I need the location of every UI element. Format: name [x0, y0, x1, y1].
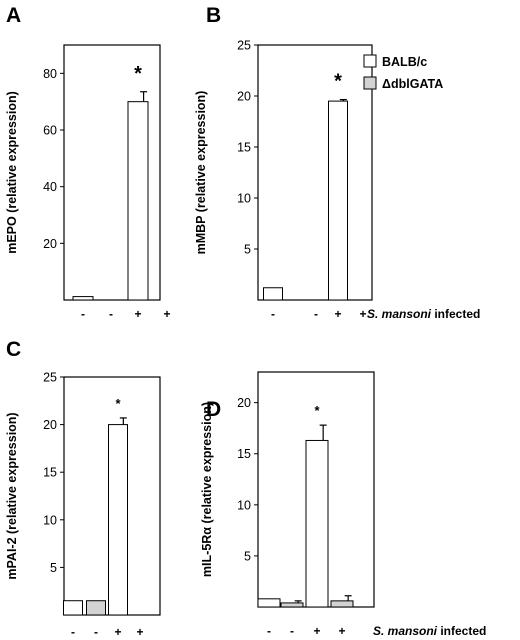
- y-tick-label: 20: [43, 237, 57, 251]
- y-tick-label: 60: [43, 124, 57, 138]
- category-label: +: [163, 307, 170, 321]
- y-tick-label: 20: [237, 396, 251, 410]
- y-axis-label: mPAI-2 (relative expression): [5, 412, 19, 579]
- plot-frame: [257, 44, 373, 301]
- infected-suffix: infected: [431, 307, 480, 321]
- y-tick-label: 25: [43, 371, 57, 385]
- y-axis-label: mMBP (relative expression): [194, 91, 208, 255]
- bar: [305, 439, 329, 608]
- y-tick-label: 25: [237, 39, 251, 53]
- bar: [263, 287, 283, 301]
- y-tick-label: 15: [237, 447, 251, 461]
- panel-a: A 20 40 60 80 mEPO (relative expression) * - - + +: [5, 4, 171, 321]
- category-label: +: [134, 307, 141, 321]
- significance-star: *: [314, 403, 320, 418]
- category-label: +: [338, 624, 345, 638]
- category-label: +: [359, 307, 366, 321]
- category-label: -: [271, 307, 275, 321]
- bar: [257, 598, 281, 608]
- bar: [108, 424, 128, 616]
- category-label: +: [136, 625, 143, 639]
- category-label: -: [81, 307, 85, 321]
- panel-b: B 5 10 15 20 25 mMBP (relative expression) * - - +…: [194, 4, 480, 321]
- y-tick-label: 80: [43, 67, 57, 81]
- panel-letter: C: [6, 338, 21, 361]
- y-tick-label: 5: [244, 243, 251, 257]
- panel-d: D 5 10 15 20 mIL-5Rα (relative expression) * - -…: [200, 371, 486, 638]
- y-tick-label: 10: [237, 498, 251, 512]
- infected-label: S. mansoni infected: [373, 624, 486, 638]
- y-tick-label: 10: [43, 513, 57, 527]
- bar: [280, 602, 304, 608]
- category-label: -: [109, 307, 113, 321]
- y-tick-label: 20: [237, 90, 251, 104]
- plot-frame: [63, 44, 161, 301]
- legend-label: ΔdblGATA: [382, 77, 443, 91]
- bar: [127, 101, 149, 301]
- legend-swatch: [363, 76, 377, 90]
- y-tick-label: 10: [237, 192, 251, 206]
- category-label: -: [267, 624, 271, 638]
- panel-letter: B: [206, 4, 221, 27]
- category-label: -: [71, 625, 75, 639]
- significance-star: *: [134, 63, 142, 85]
- y-tick-label: 5: [244, 549, 251, 563]
- infected-suffix: infected: [437, 624, 486, 638]
- y-axis-label: mIL-5Rα (relative expression): [200, 402, 214, 577]
- y-tick-label: 5: [50, 561, 57, 575]
- y-tick-label: 20: [43, 418, 57, 432]
- category-label: +: [114, 625, 121, 639]
- bar: [63, 600, 83, 616]
- panel-letter: A: [6, 4, 21, 27]
- category-label: -: [290, 624, 294, 638]
- bar: [330, 600, 354, 608]
- panel-c: C 5 10 15 20 25 mPAI-2 (relative expression) * -…: [5, 338, 161, 639]
- bar: [328, 100, 348, 301]
- y-axis-label: mEPO (relative expression): [5, 91, 19, 254]
- infected-label: S. mansoni infected: [367, 307, 480, 321]
- legend-label: BALB/c: [382, 55, 427, 69]
- significance-star: *: [334, 71, 342, 93]
- category-label: -: [314, 307, 318, 321]
- species-name: S. mansoni: [373, 624, 438, 638]
- significance-star: *: [115, 396, 121, 411]
- bar: [86, 600, 106, 616]
- y-tick-label: 15: [237, 141, 251, 155]
- category-label: -: [94, 625, 98, 639]
- species-name: S. mansoni: [367, 307, 432, 321]
- legend: BALB/c ΔdblGATA: [363, 54, 443, 91]
- y-tick-label: 40: [43, 180, 57, 194]
- category-label: +: [313, 624, 320, 638]
- category-label: +: [334, 307, 341, 321]
- bar: [72, 296, 94, 301]
- panel-letter: D: [206, 398, 221, 421]
- y-tick-label: 15: [43, 466, 57, 480]
- legend-swatch: [363, 54, 377, 68]
